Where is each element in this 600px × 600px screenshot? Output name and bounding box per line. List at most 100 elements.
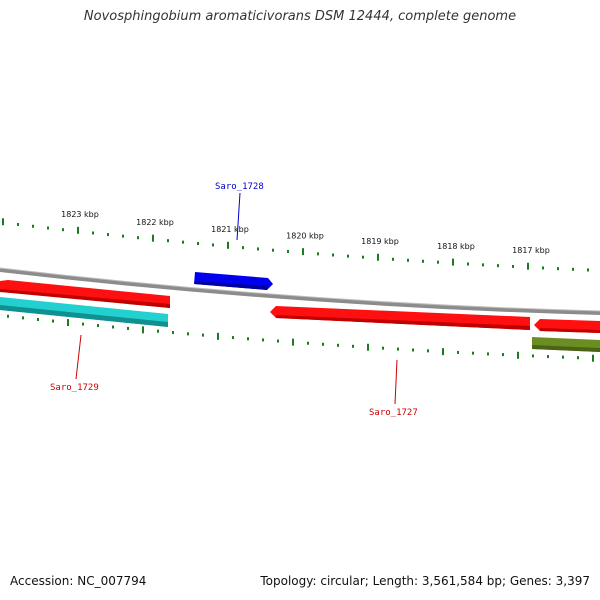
leader-line-saro-1727 <box>394 359 398 405</box>
minor-tick <box>497 264 499 268</box>
gene-label-saro-1729: Saro_1729 <box>50 383 99 393</box>
minor-tick <box>457 350 459 354</box>
minor-tick <box>47 226 49 230</box>
minor-tick <box>37 317 39 321</box>
minor-tick <box>322 342 324 346</box>
minor-tick <box>287 249 289 253</box>
kbp-tick-label: 1820 kbp <box>286 231 324 240</box>
leader-line-saro-1729 <box>75 334 82 380</box>
minor-tick <box>167 239 169 243</box>
minor-tick <box>352 344 354 348</box>
minor-tick <box>97 324 99 328</box>
kbp-tick-label: 1819 kbp <box>361 237 399 246</box>
kbp-tick-label: 1821 kbp <box>211 225 249 234</box>
major-tick <box>142 326 144 334</box>
tick-labels: 1823 kbp 1822 kbp 1821 kbp 1820 kbp 1819 kbp… <box>61 210 550 255</box>
major-tick <box>77 226 79 234</box>
minor-tick <box>112 325 114 329</box>
major-tick <box>452 258 454 266</box>
minor-tick <box>577 356 579 360</box>
major-tick <box>152 234 154 242</box>
minor-tick <box>182 240 184 244</box>
minor-tick <box>307 341 309 345</box>
minor-tick <box>62 228 64 232</box>
accession-text: Accession: NC_007794 <box>10 574 147 588</box>
minor-tick <box>397 347 399 351</box>
gene-saro-1729[interactable] <box>0 280 170 308</box>
minor-tick <box>187 332 189 336</box>
minor-tick <box>122 234 124 238</box>
gene-red-partial-right[interactable] <box>534 319 600 333</box>
minor-tick <box>382 346 384 350</box>
minor-tick <box>392 257 394 261</box>
minor-tick <box>262 338 264 342</box>
gene-label-saro-1728: Saro_1728 <box>215 182 264 192</box>
minor-tick <box>547 355 549 359</box>
gene-cyan-unnamed[interactable] <box>0 297 168 327</box>
major-tick <box>2 218 4 226</box>
major-tick <box>302 248 304 256</box>
minor-tick <box>17 223 19 227</box>
minor-tick <box>587 268 589 272</box>
minor-tick <box>272 248 274 252</box>
minor-tick <box>532 354 534 358</box>
minor-tick <box>427 349 429 353</box>
major-tick <box>377 253 379 261</box>
minor-tick <box>362 255 364 259</box>
minor-tick <box>422 259 424 263</box>
major-tick <box>217 332 219 340</box>
minor-tick <box>92 231 94 235</box>
gene-olive-partial-right[interactable] <box>532 337 600 352</box>
major-tick <box>442 348 444 356</box>
tick-row-lower <box>7 314 594 362</box>
minor-tick <box>232 336 234 340</box>
major-tick <box>517 351 519 359</box>
minor-tick <box>512 264 514 268</box>
minor-tick <box>157 329 159 333</box>
minor-tick <box>487 352 489 356</box>
major-tick <box>227 241 229 249</box>
minor-tick <box>52 319 54 323</box>
minor-tick <box>502 353 504 357</box>
minor-tick <box>137 236 139 240</box>
kbp-tick-label: 1818 kbp <box>437 242 475 251</box>
minor-tick <box>572 267 574 271</box>
minor-tick <box>202 333 204 337</box>
minor-tick <box>472 351 474 355</box>
minor-tick <box>242 246 244 250</box>
genome-backbone <box>0 268 600 315</box>
minor-tick <box>172 331 174 335</box>
kbp-tick-label: 1817 kbp <box>512 246 550 255</box>
minor-tick <box>277 339 279 343</box>
minor-tick <box>82 322 84 326</box>
minor-tick <box>212 243 214 247</box>
major-tick <box>367 343 369 351</box>
major-tick <box>67 319 69 327</box>
minor-tick <box>412 348 414 352</box>
gene-label-saro-1727: Saro_1727 <box>369 408 418 418</box>
minor-tick <box>317 252 319 256</box>
minor-tick <box>467 262 469 266</box>
minor-tick <box>7 314 9 318</box>
minor-tick <box>22 316 24 320</box>
minor-tick <box>127 326 129 330</box>
gene-saro-1728[interactable] <box>194 272 273 290</box>
minor-tick <box>32 224 34 228</box>
major-tick <box>527 262 529 270</box>
minor-tick <box>337 343 339 347</box>
major-tick <box>592 354 594 362</box>
minor-tick <box>557 267 559 271</box>
minor-tick <box>332 253 334 257</box>
minor-tick <box>107 233 109 237</box>
tick-row-upper <box>2 218 589 272</box>
minor-tick <box>562 355 564 359</box>
minor-tick <box>437 260 439 264</box>
minor-tick <box>482 263 484 267</box>
leader-line-saro-1728 <box>236 192 241 241</box>
kbp-tick-label: 1822 kbp <box>136 218 174 227</box>
major-tick <box>292 338 294 346</box>
kbp-tick-label: 1823 kbp <box>61 210 99 219</box>
gene-saro-1727[interactable] <box>270 306 530 330</box>
minor-tick <box>247 337 249 341</box>
